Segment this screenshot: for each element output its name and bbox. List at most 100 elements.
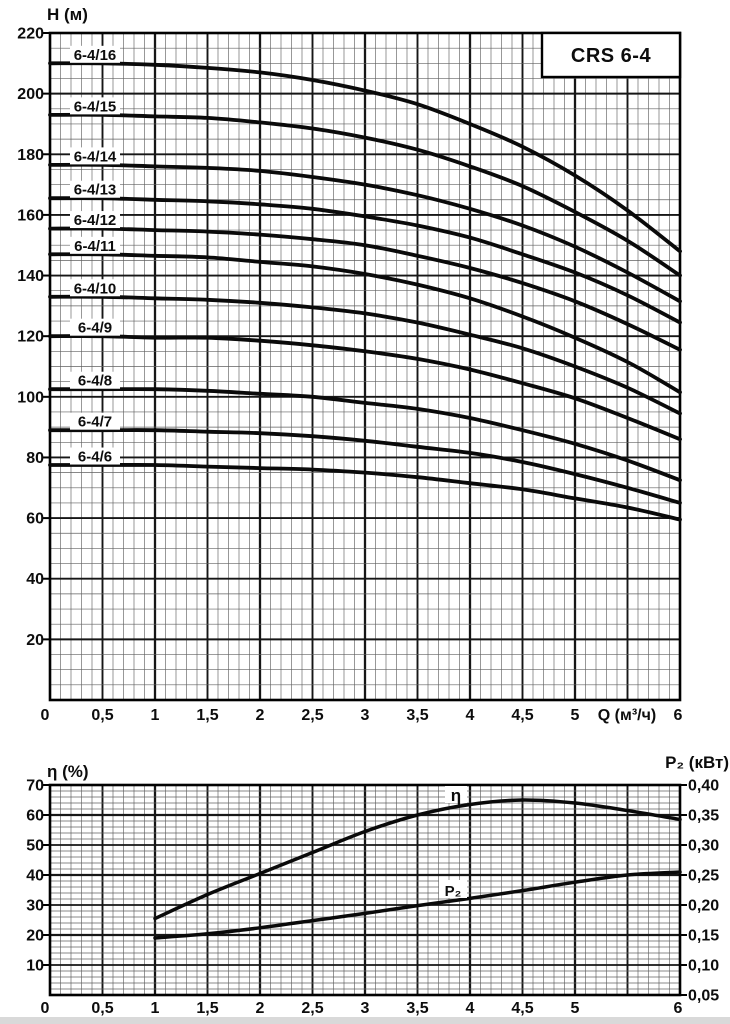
y-tick-label: 160 bbox=[17, 207, 44, 224]
curve-label: 6-4/13 bbox=[74, 182, 117, 199]
curve-label: 6-4/7 bbox=[78, 414, 112, 431]
p2-tick-label: 0,10 bbox=[688, 958, 719, 975]
curve-6-4-10 bbox=[48, 294, 682, 416]
x-tick-label: 2 bbox=[256, 707, 265, 724]
curve-label: 6-4/16 bbox=[74, 47, 117, 64]
p2-tick-label: 0,05 bbox=[688, 988, 719, 1005]
x-tick-label: 1 bbox=[151, 707, 160, 724]
p2-curve-label-bg bbox=[439, 880, 467, 898]
y-tick-label: 120 bbox=[17, 329, 44, 346]
x-tick-label: 5 bbox=[571, 1000, 580, 1017]
p2-tick-label: 0,35 bbox=[688, 808, 719, 825]
curve-6-4-7 bbox=[48, 428, 682, 505]
x-tick-label: 4 bbox=[466, 707, 475, 724]
y-tick-label: 200 bbox=[17, 86, 44, 103]
curve-label: 6-4/6 bbox=[78, 449, 112, 466]
eta-tick-label: 20 bbox=[26, 928, 44, 945]
curve-label: 6-4/14 bbox=[74, 148, 117, 165]
y-tick-label: 60 bbox=[26, 511, 44, 528]
y-tick-label: 20 bbox=[26, 632, 44, 649]
curve-label-bg bbox=[70, 45, 120, 63]
x-tick-label: 4,5 bbox=[511, 1000, 533, 1017]
p2-tick-label: 0,30 bbox=[688, 838, 719, 855]
x-tick-label: 0 bbox=[41, 707, 50, 724]
x-tick-label: 2,5 bbox=[301, 707, 323, 724]
eta-tick-label: 70 bbox=[26, 778, 44, 795]
x-tick-label: 0 bbox=[41, 1000, 50, 1017]
curve-6-4-8 bbox=[48, 387, 682, 483]
curve-label-bg bbox=[70, 447, 120, 465]
eta-tick-label: 60 bbox=[26, 808, 44, 825]
curve-label-bg bbox=[70, 147, 120, 165]
model-title-box: CRS 6-4 bbox=[540, 31, 682, 79]
head-x-axis-title: Q (м³/ч) bbox=[598, 707, 656, 724]
curve-label: 6-4/8 bbox=[78, 373, 112, 390]
x-tick-label: 3 bbox=[361, 1000, 370, 1017]
x-tick-label: 3 bbox=[361, 707, 370, 724]
curve-label: 6-4/12 bbox=[74, 212, 117, 229]
x-tick-label: 2 bbox=[256, 1000, 265, 1017]
curve-label: 6-4/10 bbox=[74, 280, 117, 297]
p2-curve-label: P₂ bbox=[445, 883, 462, 900]
curve-6-4-15 bbox=[48, 112, 682, 278]
model-title: CRS 6-4 bbox=[571, 45, 652, 67]
x-tick-label: 3,5 bbox=[406, 1000, 428, 1017]
p2-tick-label: 0,25 bbox=[688, 868, 719, 885]
eta-power-chart-grid bbox=[48, 783, 682, 997]
head-chart-grid bbox=[48, 31, 682, 702]
curve-6-4-11 bbox=[48, 252, 682, 395]
curve-label-bg bbox=[70, 412, 120, 430]
y-tick-label: 80 bbox=[26, 450, 44, 467]
x-tick-label: 6 bbox=[674, 707, 683, 724]
eta-tick-label: 40 bbox=[26, 868, 44, 885]
curve-label-bg bbox=[70, 371, 120, 389]
plot-border bbox=[48, 783, 682, 997]
eta-curve-label: η bbox=[451, 786, 461, 805]
curve-6-4-6 bbox=[48, 463, 682, 522]
curve-6-4-16 bbox=[48, 61, 682, 254]
x-tick-label: 1 bbox=[151, 1000, 160, 1017]
curve-6-4-9 bbox=[48, 334, 682, 442]
x-tick-label: 0,5 bbox=[91, 1000, 113, 1017]
x-tick-label: 1,5 bbox=[196, 1000, 218, 1017]
x-tick-label: 4 bbox=[466, 1000, 475, 1017]
y-tick-label: 100 bbox=[17, 389, 44, 406]
x-tick-label: 6 bbox=[674, 1000, 683, 1017]
p2-tick-label: 0,40 bbox=[688, 778, 719, 795]
curve-label: 6-4/15 bbox=[74, 98, 117, 115]
curve-p2 bbox=[153, 870, 682, 940]
curve-label-bg bbox=[70, 211, 120, 229]
p2-tick-label: 0,20 bbox=[688, 898, 719, 915]
x-tick-label: 4,5 bbox=[511, 707, 533, 724]
curve-6-4-12 bbox=[48, 226, 682, 352]
eta-axis-title: η (%) bbox=[47, 762, 89, 781]
x-tick-label: 1,5 bbox=[196, 707, 218, 724]
curve-label-bg bbox=[70, 279, 120, 297]
p2-tick-label: 0,15 bbox=[688, 928, 719, 945]
eta-tick-label: 50 bbox=[26, 838, 44, 855]
curve-label-bg bbox=[70, 97, 120, 115]
plot-border bbox=[48, 31, 682, 702]
eta-tick-label: 30 bbox=[26, 898, 44, 915]
curve-6-4-14 bbox=[48, 162, 682, 304]
curve-label-bg bbox=[70, 236, 120, 254]
eta-power-chart-curves bbox=[153, 798, 682, 940]
y-tick-label: 220 bbox=[17, 26, 44, 43]
x-tick-label: 2,5 bbox=[301, 1000, 323, 1017]
x-tick-label: 5 bbox=[571, 707, 580, 724]
page-edge-strip bbox=[0, 1017, 730, 1024]
y-tick-label: 180 bbox=[17, 147, 44, 164]
y-tick-label: 140 bbox=[17, 268, 44, 285]
p2-axis-title: P₂ (кВт) bbox=[665, 753, 729, 772]
curve-eta bbox=[153, 798, 682, 921]
curve-label: 6-4/11 bbox=[74, 238, 116, 255]
x-tick-label: 0,5 bbox=[91, 707, 113, 724]
eta-curve-label-bg bbox=[445, 786, 467, 803]
curve-label: 6-4/9 bbox=[78, 320, 112, 337]
head-chart-curves bbox=[48, 61, 682, 522]
y-tick-label: 40 bbox=[26, 571, 44, 588]
curve-6-4-13 bbox=[48, 196, 682, 325]
head-y-axis-title: H (м) bbox=[47, 5, 88, 24]
